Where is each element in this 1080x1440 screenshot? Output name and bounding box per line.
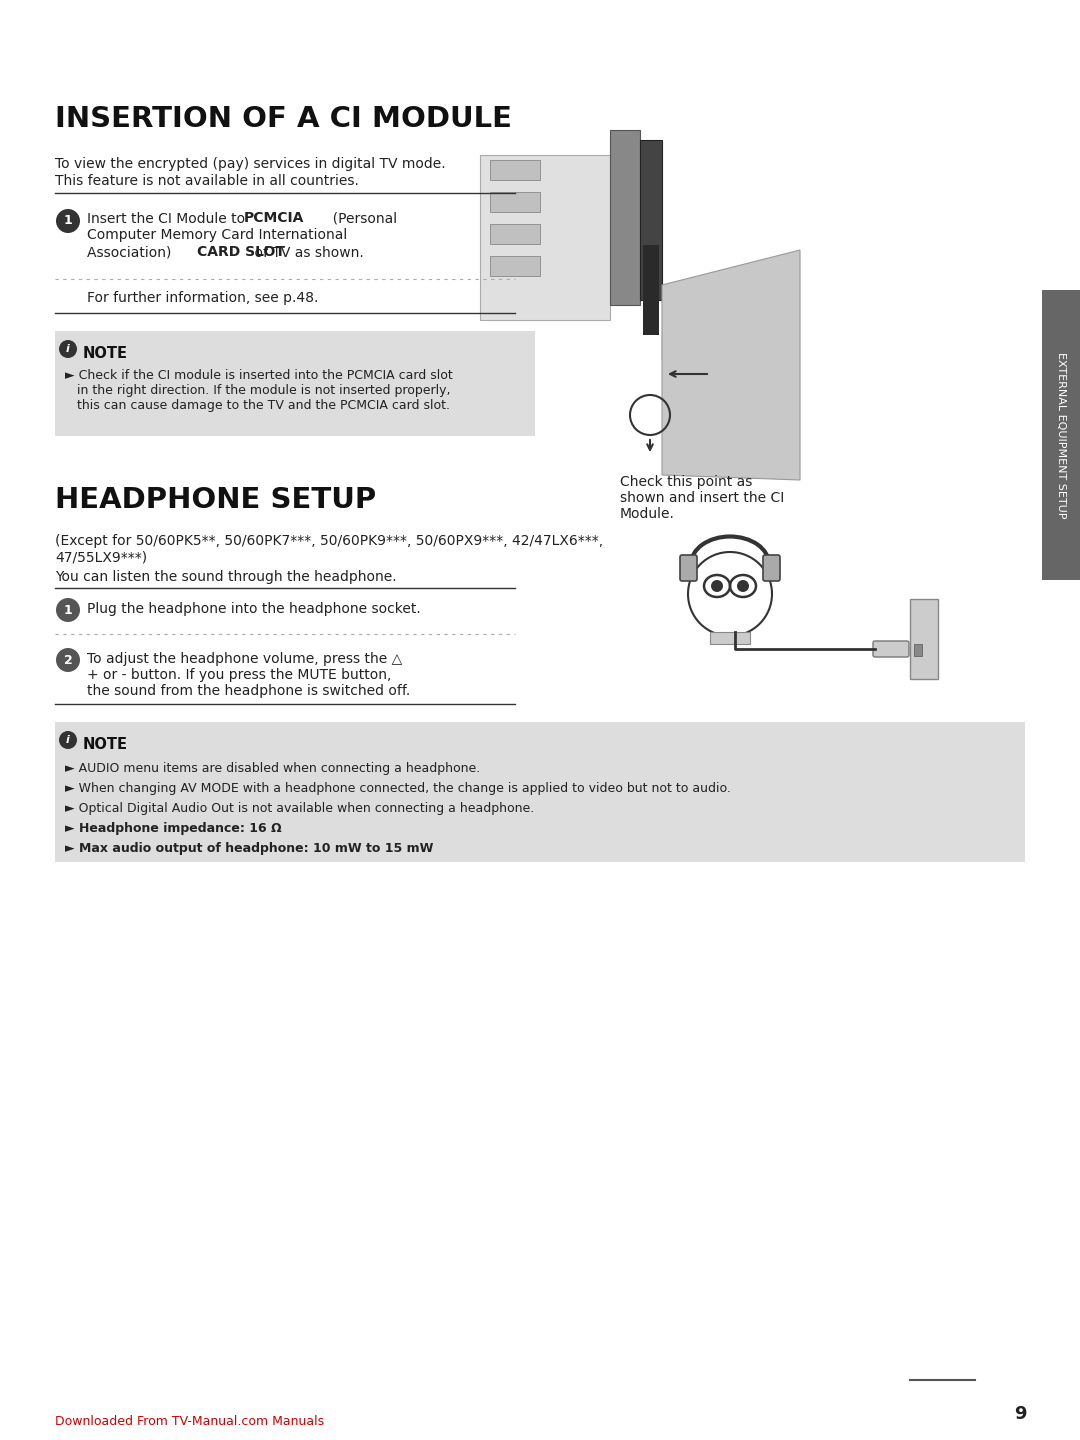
Text: Plug the headphone into the headphone socket.: Plug the headphone into the headphone so… [87, 602, 421, 616]
Text: EXTERNAL EQUIPMENT SETUP: EXTERNAL EQUIPMENT SETUP [1056, 351, 1066, 518]
FancyBboxPatch shape [762, 554, 780, 580]
Text: For further information, see p.48.: For further information, see p.48. [87, 291, 319, 305]
FancyBboxPatch shape [873, 641, 909, 657]
Text: + or - button. If you press the MUTE button,: + or - button. If you press the MUTE but… [87, 668, 391, 683]
Circle shape [56, 209, 80, 233]
Text: this can cause damage to the TV and the PCMCIA card slot.: this can cause damage to the TV and the … [77, 399, 450, 412]
Text: in the right direction. If the module is not inserted properly,: in the right direction. If the module is… [77, 384, 450, 397]
FancyBboxPatch shape [662, 333, 762, 360]
Text: NOTE: NOTE [83, 737, 129, 752]
Text: the sound from the headphone is switched off.: the sound from the headphone is switched… [87, 684, 410, 698]
Text: This feature is not available in all countries.: This feature is not available in all cou… [55, 174, 359, 189]
Text: HEADPHONE SETUP: HEADPHONE SETUP [55, 487, 376, 514]
FancyBboxPatch shape [680, 554, 697, 580]
FancyBboxPatch shape [490, 192, 540, 212]
FancyBboxPatch shape [610, 130, 640, 305]
Text: NOTE: NOTE [83, 346, 129, 361]
Text: Downloaded From TV-Manual.com Manuals: Downloaded From TV-Manual.com Manuals [55, 1416, 324, 1428]
FancyBboxPatch shape [910, 599, 939, 680]
Text: i: i [66, 344, 70, 354]
Circle shape [59, 340, 77, 359]
Polygon shape [662, 251, 800, 480]
Text: You can listen the sound through the headphone.: You can listen the sound through the hea… [55, 570, 396, 585]
Text: i: i [66, 734, 70, 744]
Text: 1: 1 [64, 603, 72, 616]
Text: ► Headphone impedance: 16 Ω: ► Headphone impedance: 16 Ω [65, 822, 282, 835]
FancyBboxPatch shape [480, 156, 610, 320]
FancyBboxPatch shape [710, 632, 750, 644]
FancyBboxPatch shape [55, 721, 1025, 863]
FancyBboxPatch shape [640, 140, 662, 300]
FancyBboxPatch shape [490, 160, 540, 180]
Text: ► When changing AV MODE with a headphone connected, the change is applied to vid: ► When changing AV MODE with a headphone… [65, 782, 731, 795]
Text: PCMCIA: PCMCIA [244, 212, 305, 225]
Text: Insert the CI Module to                    (Personal: Insert the CI Module to (Personal [87, 212, 397, 225]
FancyBboxPatch shape [1042, 289, 1080, 580]
Text: ► Optical Digital Audio Out is not available when connecting a headphone.: ► Optical Digital Audio Out is not avail… [65, 802, 535, 815]
Circle shape [737, 580, 750, 592]
FancyBboxPatch shape [643, 245, 659, 336]
Circle shape [688, 552, 772, 636]
Text: To adjust the headphone volume, press the △: To adjust the headphone volume, press th… [87, 652, 402, 665]
Text: CARD SLOT: CARD SLOT [197, 245, 285, 259]
Circle shape [56, 648, 80, 672]
Circle shape [56, 598, 80, 622]
Text: 2: 2 [64, 654, 72, 667]
FancyBboxPatch shape [55, 331, 535, 436]
Text: 1: 1 [64, 215, 72, 228]
Text: INSERTION OF A CI MODULE: INSERTION OF A CI MODULE [55, 105, 512, 132]
FancyBboxPatch shape [490, 225, 540, 243]
Text: ► Max audio output of headphone: 10 mW to 15 mW: ► Max audio output of headphone: 10 mW t… [65, 842, 433, 855]
Text: Computer Memory Card International: Computer Memory Card International [87, 228, 348, 242]
Text: Association)                   of TV as shown.: Association) of TV as shown. [87, 245, 364, 259]
Text: ► Check if the CI module is inserted into the PCMCIA card slot: ► Check if the CI module is inserted int… [65, 369, 453, 382]
Text: 9: 9 [1014, 1405, 1026, 1423]
Circle shape [711, 580, 723, 592]
Text: Check this point as
shown and insert the CI
Module.: Check this point as shown and insert the… [620, 475, 784, 521]
Text: To view the encrypted (pay) services in digital TV mode.: To view the encrypted (pay) services in … [55, 157, 446, 171]
Circle shape [59, 732, 77, 749]
Text: (Except for 50/60PK5**, 50/60PK7***, 50/60PK9***, 50/60PX9***, 42/47LX6***,
47/5: (Except for 50/60PK5**, 50/60PK7***, 50/… [55, 534, 603, 564]
FancyBboxPatch shape [490, 256, 540, 276]
FancyBboxPatch shape [914, 644, 922, 657]
Text: ► AUDIO menu items are disabled when connecting a headphone.: ► AUDIO menu items are disabled when con… [65, 762, 481, 775]
